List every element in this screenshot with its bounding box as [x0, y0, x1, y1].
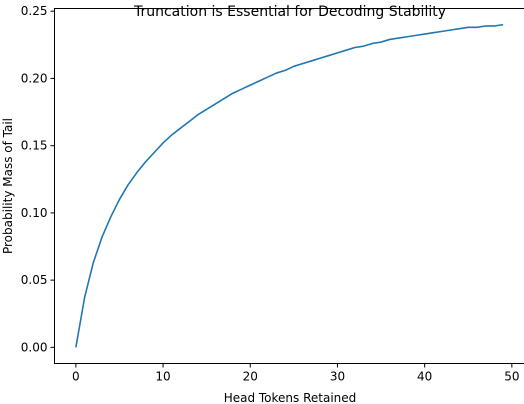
y-tick-label: 0.25: [21, 4, 48, 18]
chart-title: Truncation is Essential for Decoding Sta…: [133, 4, 446, 20]
x-tick-label: 10: [155, 370, 170, 384]
x-tick-label: 30: [330, 370, 345, 384]
y-tick-label: 0.20: [21, 71, 48, 85]
series-line: [75, 23, 504, 348]
x-axis-label: Head Tokens Retained: [224, 391, 357, 404]
x-tick-label: 50: [504, 370, 519, 384]
y-tick-label: 0.15: [21, 139, 48, 153]
axes-frame: [54, 8, 524, 364]
x-tick-label: 0: [72, 370, 80, 384]
y-axis-ticks: 0.00 0.05 0.10 0.15 0.20 0.25: [21, 4, 55, 354]
y-axis-label: Probability Mass of Tail: [1, 118, 15, 254]
x-tick-label: 20: [243, 370, 258, 384]
y-tick-label: 0.10: [21, 206, 48, 220]
x-axis-ticks: 0 10 20 30 40 50: [72, 363, 519, 384]
x-tick-label: 40: [417, 370, 432, 384]
y-tick-label: 0.00: [21, 340, 48, 354]
y-tick-label: 0.05: [21, 273, 48, 287]
